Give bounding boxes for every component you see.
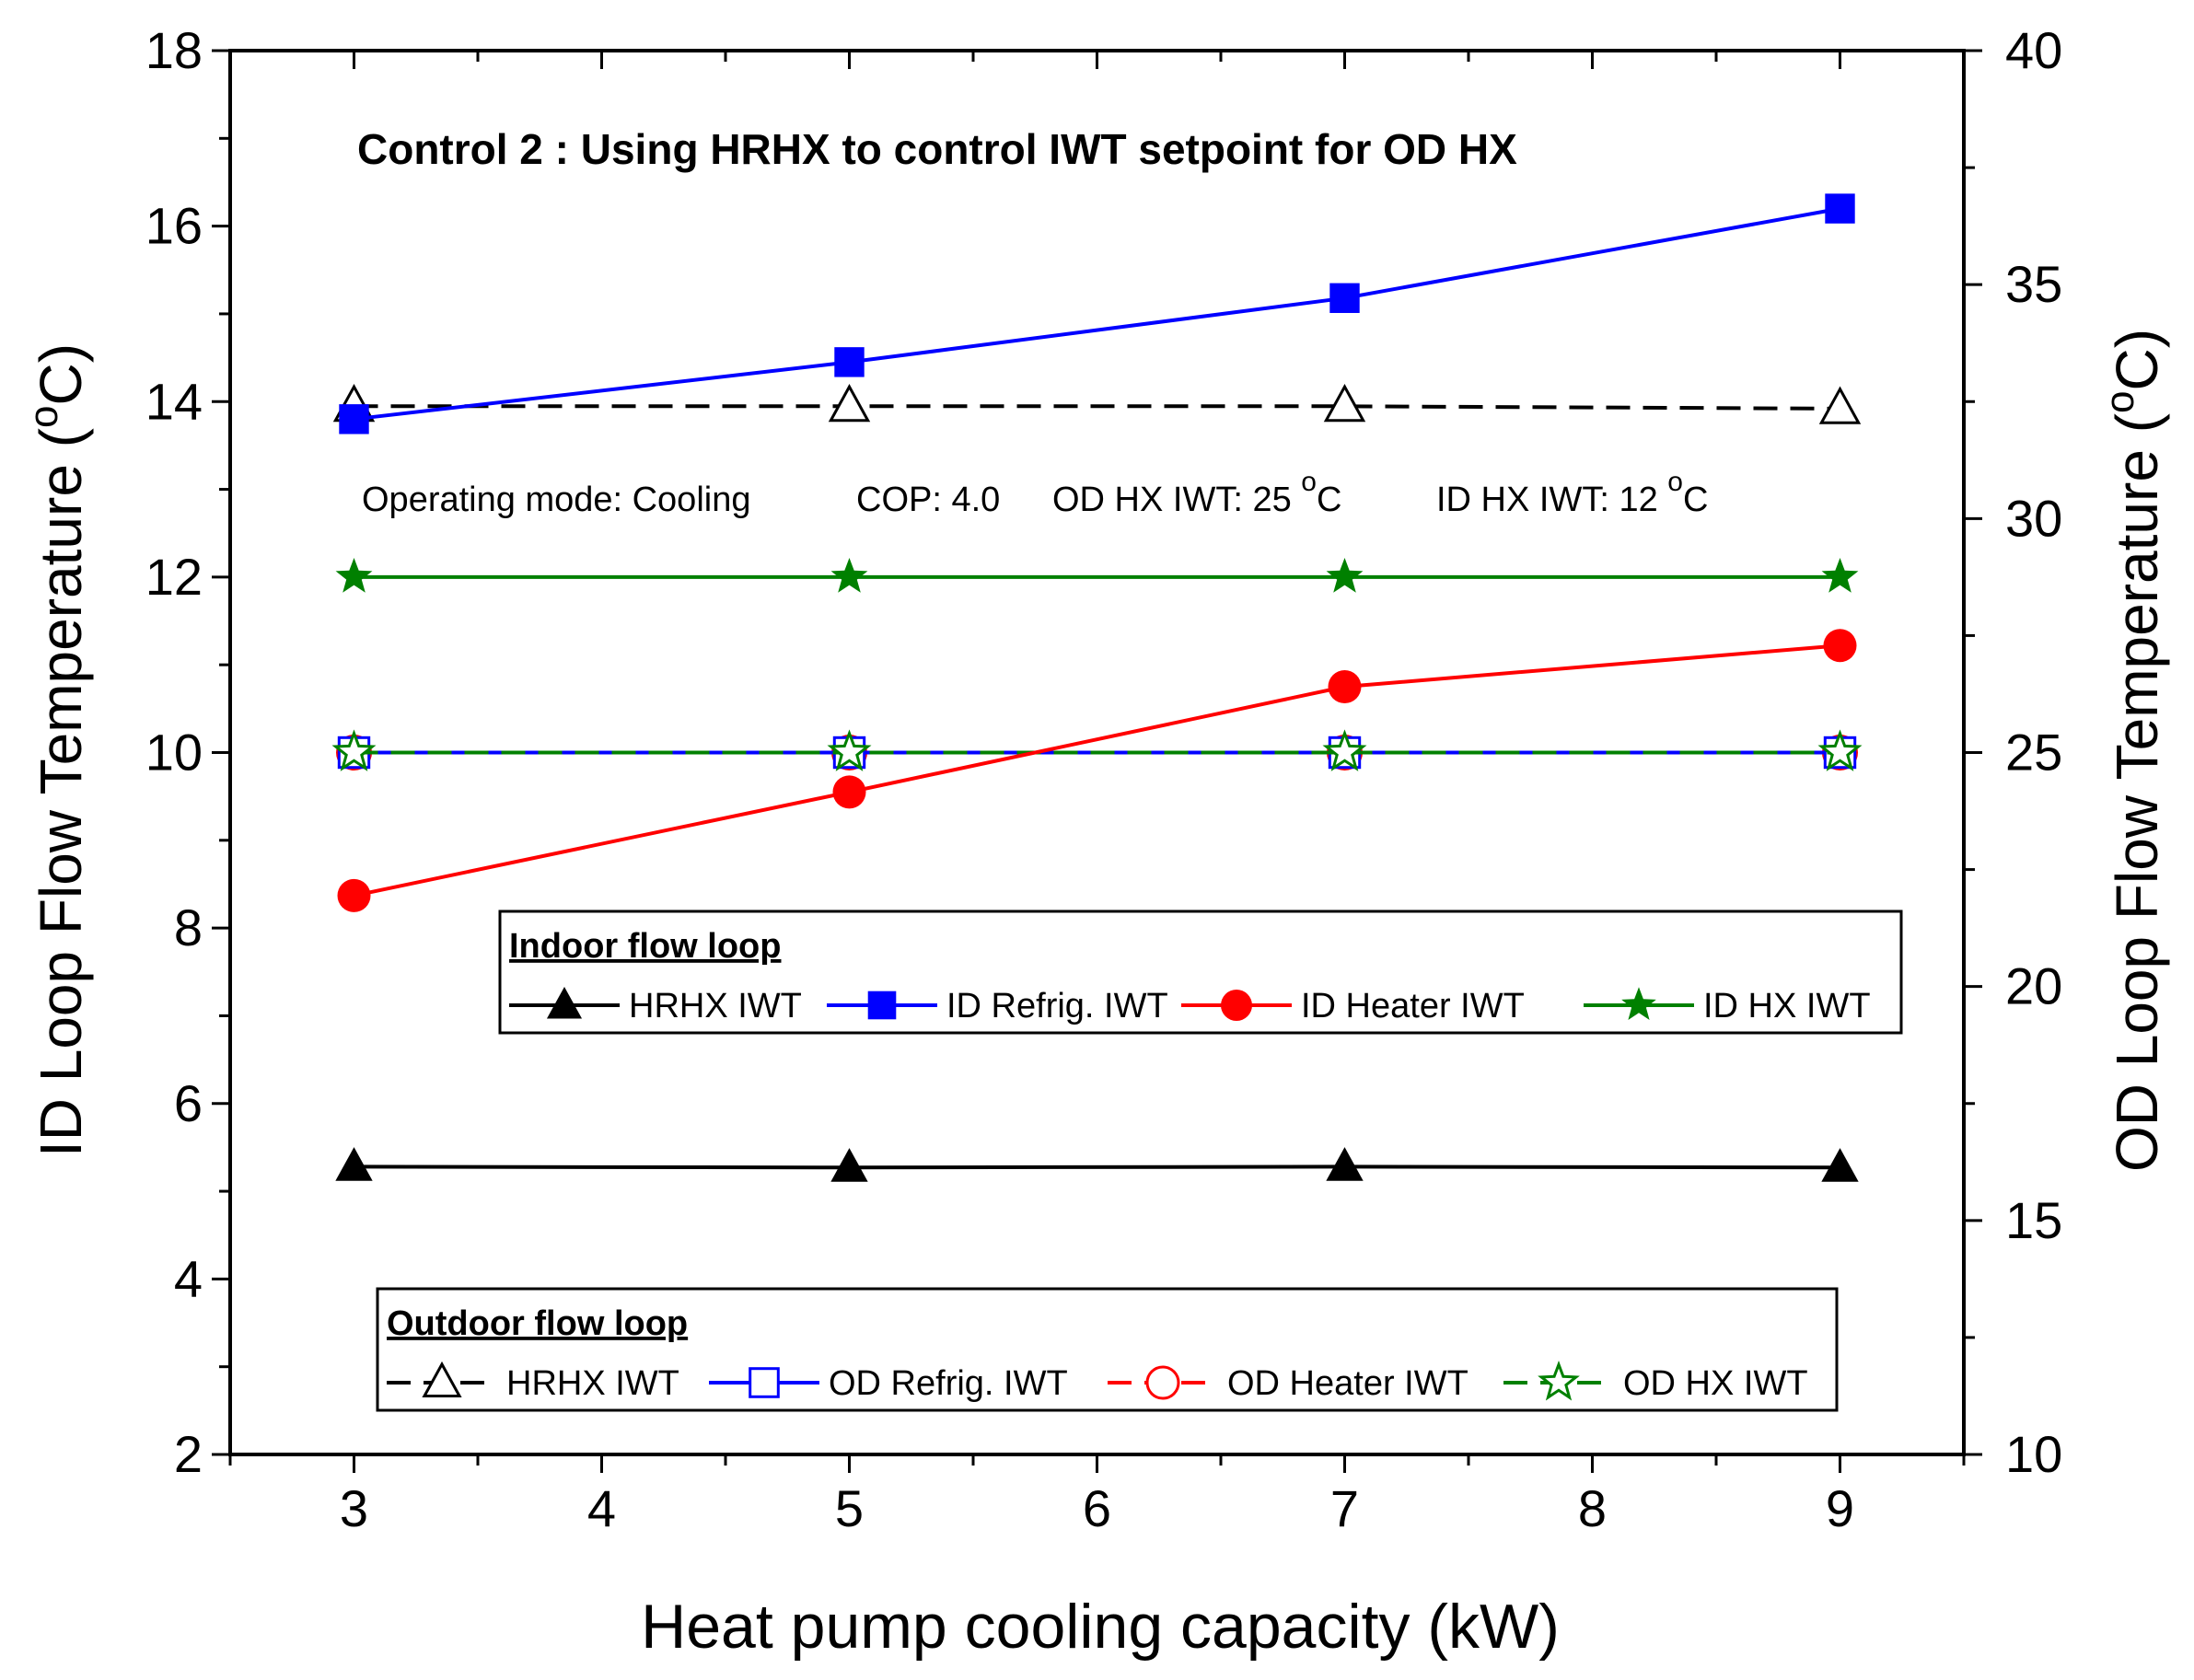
y2-tick-label: 40	[2005, 21, 2062, 79]
legend-box	[498, 910, 1903, 1035]
y2-axis-label-deg: o	[2097, 390, 2142, 412]
x-tick-label: 8	[1578, 1479, 1607, 1537]
legend-outdoor: Outdoor flow loop HRHX IWT OD Refrig. IWT O…	[376, 1287, 1839, 1412]
subtitle-od-deg: o	[1301, 467, 1317, 497]
chart-title: Control 2 : Using HRHX to control IWT se…	[357, 125, 1517, 173]
y2-tick-label: 10	[2005, 1425, 2062, 1483]
legend-marker	[749, 1367, 780, 1398]
legend-title: Outdoor flow loop	[387, 1304, 688, 1343]
x-tick-label: 7	[1330, 1479, 1359, 1537]
y-tick-label: 14	[145, 372, 203, 430]
legend-marker	[1538, 1361, 1580, 1401]
legend-title: Indoor flow loop	[509, 927, 781, 966]
series-point-indoor-id-heater-iwt	[1328, 670, 1362, 704]
series-line-outdoor-hrhx-iwt	[354, 404, 1840, 411]
series-line-indoor-id-heater-iwt	[354, 643, 1840, 898]
legends: Indoor flow loop HRHX IWT ID Refrig. IWT ID…	[376, 910, 1903, 1412]
legend-label: OD Heater IWT	[1227, 1364, 1468, 1403]
x-tick-label: 9	[1826, 1479, 1854, 1537]
series-point-indoor-id-hx-iwt	[1821, 558, 1859, 593]
legend-label: ID Heater IWT	[1301, 987, 1525, 1025]
series-point-outdoor-hrhx-iwt	[1818, 386, 1862, 424]
series-point-indoor-hrhx-iwt	[830, 1148, 868, 1182]
y2-tick-label: 15	[2005, 1191, 2062, 1249]
subtitle-id-iwt: ID HX IWT: 12	[1436, 481, 1667, 519]
series-point-indoor-id-refrig-iwt	[834, 347, 865, 377]
x-tick-label: 3	[340, 1479, 368, 1537]
legend-marker	[546, 986, 583, 1019]
y-tick-label: 6	[174, 1074, 203, 1132]
y-axis-label: ID Loop Flow Temperature (oC)	[21, 343, 94, 1157]
legend-marker	[1221, 990, 1252, 1021]
series-point-indoor-id-heater-iwt	[1823, 629, 1857, 663]
legend-label: HRHX IWT	[629, 987, 802, 1025]
y-axis-label-suffix: C)	[28, 343, 94, 406]
y-tick-label: 10	[145, 724, 203, 782]
series-point-outdoor-od-hx-iwt	[331, 729, 377, 771]
y2-tick-label: 25	[2005, 724, 2062, 782]
series-point-indoor-id-refrig-iwt	[1329, 283, 1360, 313]
legend-label: ID Refrig. IWT	[946, 987, 1168, 1025]
y-axis-label-deg: o	[21, 405, 66, 427]
y-tick-label: 16	[145, 197, 203, 255]
legend-label: ID HX IWT	[1703, 987, 1871, 1025]
subtitle-od-unit: C	[1317, 481, 1341, 519]
y-tick-label: 12	[145, 548, 203, 606]
legend-box	[376, 1287, 1839, 1412]
x-axis-label: Heat pump cooling capacity (kW)	[641, 1592, 1560, 1662]
series-point-outdoor-od-hx-iwt	[827, 729, 872, 771]
series-point-indoor-id-hx-iwt	[335, 558, 373, 593]
series-layer	[331, 193, 1863, 1182]
subtitle-cop: COP: 4.0	[856, 481, 1000, 519]
legend-marker	[1621, 987, 1656, 1020]
series-point-indoor-hrhx-iwt	[335, 1147, 373, 1181]
y-tick-label: 8	[174, 898, 203, 956]
legend-indoor: Indoor flow loop HRHX IWT ID Refrig. IWT ID…	[498, 910, 1903, 1035]
series-point-outdoor-hrhx-iwt	[1323, 384, 1366, 423]
subtitle-mode: Operating mode: Cooling	[362, 481, 750, 519]
series-point-outdoor-od-hx-iwt	[1322, 729, 1367, 771]
series-point-indoor-hrhx-iwt	[1821, 1148, 1859, 1182]
series-point-indoor-id-hx-iwt	[1326, 558, 1364, 593]
legend-label: OD Refrig. IWT	[829, 1364, 1068, 1403]
series-point-indoor-id-hx-iwt	[830, 558, 868, 593]
legend-marker	[422, 1361, 462, 1398]
y-tick-label: 4	[174, 1249, 203, 1307]
y-tick-label: 18	[145, 21, 203, 79]
series-point-outdoor-hrhx-iwt	[828, 384, 871, 423]
y-tick-label: 2	[174, 1425, 203, 1483]
series-point-indoor-id-refrig-iwt	[339, 404, 369, 434]
x-tick-label: 4	[587, 1479, 616, 1537]
axes-layer: 3 4 5 6 7 8 9 2 4 6 8 10 12 14 16 18 10 15 20 25 30 35 40	[145, 21, 2063, 1537]
y2-tick-label: 20	[2005, 957, 2062, 1015]
series-line-indoor-hrhx-iwt	[354, 1164, 1840, 1170]
subtitle-id-deg: o	[1667, 467, 1683, 497]
chart-subtitle: Operating mode: Cooling COP: 4.0 OD HX IWT…	[362, 467, 1708, 519]
y-axis-label-prefix: ID Loop Flow Temperature (	[28, 428, 94, 1157]
x-tick-label: 6	[1083, 1479, 1111, 1537]
series-point-indoor-id-refrig-iwt	[1825, 193, 1855, 224]
series-point-indoor-id-heater-iwt	[832, 775, 866, 809]
y2-axis-label-prefix: OD Loop Flow Temperature (	[2104, 413, 2170, 1172]
series-point-outdoor-od-hx-iwt	[1817, 729, 1863, 771]
y2-axis-label: OD Loop Flow Temperature (oC)	[2097, 329, 2170, 1172]
legend-marker	[867, 991, 897, 1020]
subtitle-od-iwt: OD HX IWT: 25	[1052, 481, 1301, 519]
legend-marker	[1145, 1365, 1180, 1400]
subtitle-id-unit: C	[1683, 481, 1708, 519]
y2-tick-label: 30	[2005, 489, 2062, 547]
series-point-indoor-hrhx-iwt	[1326, 1147, 1364, 1181]
legend-label: OD HX IWT	[1623, 1364, 1808, 1403]
series-point-indoor-id-heater-iwt	[337, 878, 371, 912]
y2-axis-label-suffix: C)	[2104, 329, 2170, 391]
legend-label: HRHX IWT	[506, 1364, 679, 1403]
series-line-indoor-id-refrig-iwt	[354, 206, 1840, 422]
y2-tick-label: 35	[2005, 255, 2062, 313]
x-tick-label: 5	[835, 1479, 864, 1537]
